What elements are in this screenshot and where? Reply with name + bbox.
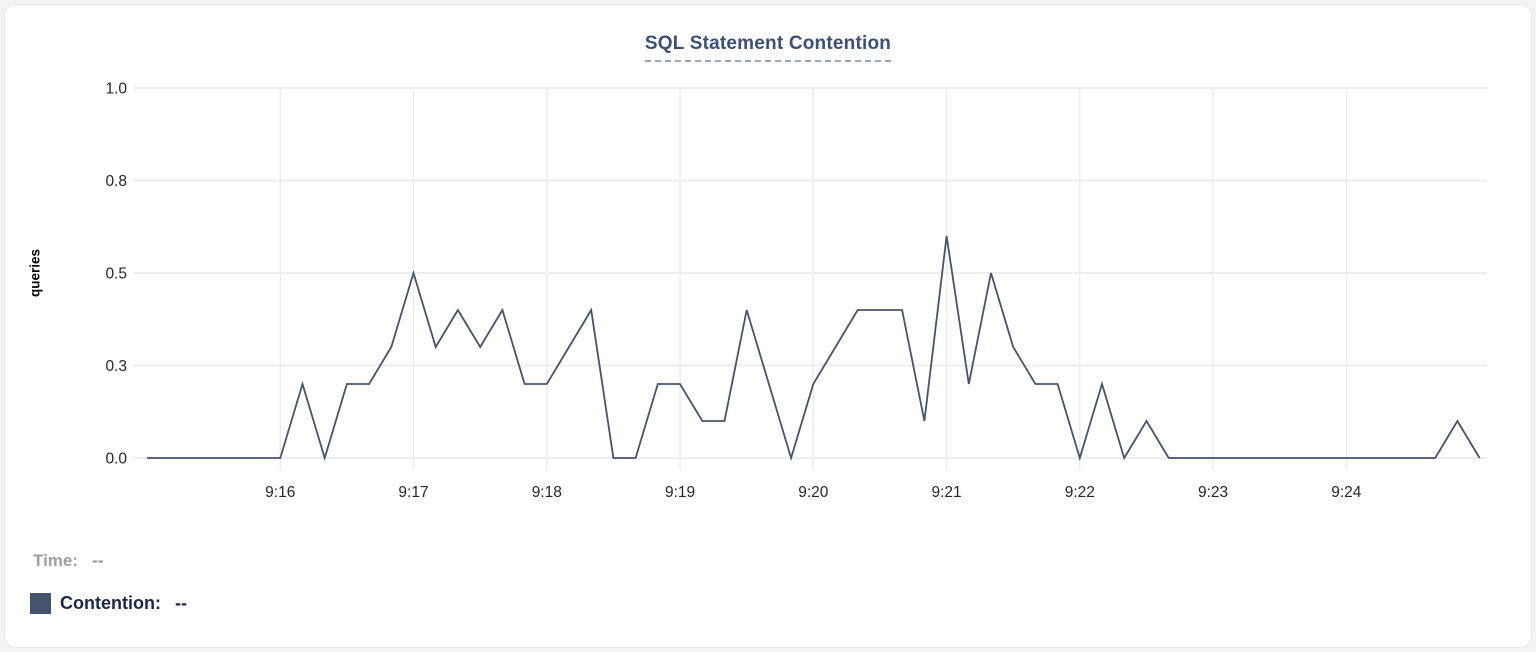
legend-contention-row: Contention: -- bbox=[30, 593, 187, 614]
contention-line-chart[interactable]: 0.0 0.3 0.5 0.8 1.0 9:16 9:17 9:18 9:19 9:20 9:21 9… bbox=[5, 5, 1536, 535]
x-tick-label: 9:17 bbox=[398, 484, 428, 501]
y-tick-label: 0.8 bbox=[105, 173, 127, 190]
chart-card: SQL Statement Contention 0.0 0.3 0.5 0.8 1.0… bbox=[4, 4, 1532, 648]
contention-label: Contention: bbox=[60, 593, 161, 613]
y-axis-label: queries bbox=[27, 248, 43, 298]
y-tick-label: 1.0 bbox=[105, 81, 127, 98]
x-tick-label: 9:22 bbox=[1065, 484, 1095, 501]
contention-value: -- bbox=[174, 593, 187, 613]
y-tick-label: 0.0 bbox=[105, 451, 127, 468]
chart-header: SQL Statement Contention bbox=[5, 33, 1531, 62]
x-tick-label: 9:21 bbox=[931, 484, 961, 501]
x-tick-label: 9:16 bbox=[265, 484, 295, 501]
x-tick-label: 9:24 bbox=[1331, 484, 1362, 501]
x-tick-label: 9:19 bbox=[665, 484, 695, 501]
x-tick-label: 9:23 bbox=[1198, 484, 1228, 501]
x-tick-label: 9:20 bbox=[798, 484, 829, 501]
legend-time-row: Time: -- bbox=[30, 551, 103, 571]
y-tick-label: 0.5 bbox=[105, 266, 127, 283]
time-label: Time: bbox=[33, 551, 79, 570]
contention-series-line bbox=[147, 235, 1481, 462]
contention-series-swatch bbox=[30, 593, 51, 614]
y-tick-label: 0.3 bbox=[105, 358, 127, 375]
chart-title[interactable]: SQL Statement Contention bbox=[644, 33, 892, 62]
x-tick-label: 9:18 bbox=[532, 484, 562, 501]
time-value: -- bbox=[92, 551, 104, 570]
